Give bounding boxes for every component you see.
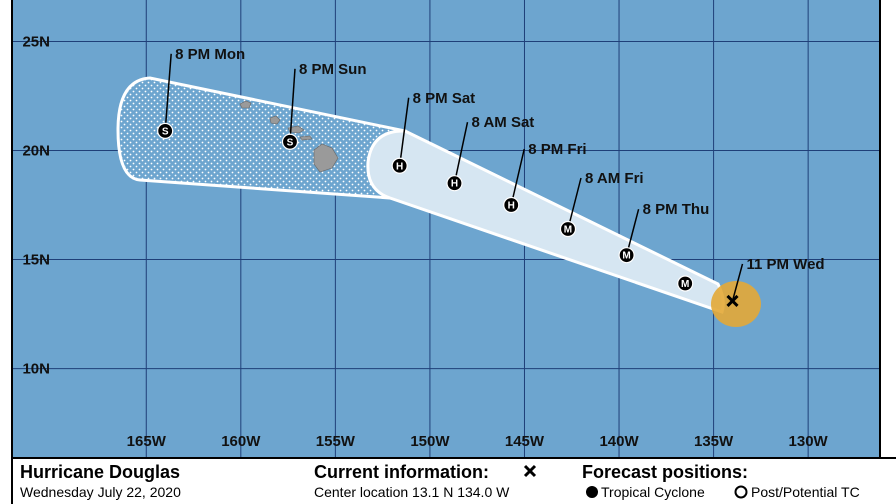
lon-label: 135W bbox=[694, 433, 734, 450]
legend-panel bbox=[13, 458, 896, 504]
forecast-label: 8 AM Sat bbox=[472, 114, 535, 131]
lon-label: 160W bbox=[221, 433, 261, 450]
forecast-label: 8 PM Mon bbox=[175, 46, 245, 63]
leader-line bbox=[731, 263, 744, 302]
leader-line bbox=[567, 177, 582, 230]
current-icon bbox=[523, 464, 537, 478]
forecast-symbol: M bbox=[681, 279, 689, 290]
leader-line bbox=[398, 97, 410, 166]
tropical-label: Tropical Cyclone bbox=[601, 484, 705, 500]
tropical-icon bbox=[586, 486, 598, 498]
leader-line bbox=[453, 122, 469, 184]
forecast-point bbox=[677, 275, 694, 292]
forecast-symbol: H bbox=[508, 201, 515, 212]
lon-label: 165W bbox=[127, 433, 167, 450]
current-title: Current information: bbox=[314, 462, 489, 482]
lon-label: 130W bbox=[789, 433, 829, 450]
forecast-point bbox=[559, 220, 577, 238]
forecast-label: 8 PM Fri bbox=[528, 141, 586, 158]
forecast-point bbox=[618, 247, 635, 264]
date: Wednesday July 22, 2020 bbox=[20, 484, 181, 500]
lat-label: 15N bbox=[22, 252, 50, 269]
leader-line bbox=[164, 53, 172, 131]
current-label: 11 PM Wed bbox=[746, 256, 824, 273]
storm-name: Hurricane Douglas bbox=[20, 462, 180, 482]
current-position bbox=[726, 294, 739, 308]
post-label: Post/Potential TC bbox=[751, 484, 860, 500]
forecast-symbol: S bbox=[162, 126, 169, 137]
lat-label: 25N bbox=[22, 33, 50, 50]
forecast-symbol: H bbox=[451, 179, 458, 190]
hawaii-islands bbox=[239, 100, 339, 173]
forecast-label: 8 PM Thu bbox=[643, 201, 710, 218]
forecast-point bbox=[391, 157, 408, 174]
leader-line bbox=[510, 148, 525, 206]
track: M 8 PM Thu M 8 AM Fri M 8 PM Fri H 8 AM Sat H 8 P… bbox=[157, 46, 825, 308]
cone-days-4-5 bbox=[116, 76, 407, 200]
forecast-point bbox=[281, 133, 299, 150]
forecast-label: 8 PM Sun bbox=[299, 61, 367, 78]
lat-label: 20N bbox=[22, 142, 50, 159]
lon-label: 150W bbox=[410, 433, 450, 450]
leader-line bbox=[289, 68, 296, 142]
lon-label: 140W bbox=[599, 433, 639, 450]
forecast-title: Forecast positions: bbox=[582, 462, 748, 482]
forecast-symbol: H bbox=[396, 161, 403, 172]
forecast-symbol: M bbox=[564, 225, 572, 236]
forecast-symbol: S bbox=[287, 137, 294, 148]
lon-label: 145W bbox=[505, 433, 545, 450]
lon-label: 155W bbox=[316, 433, 356, 450]
forecast-label: 8 PM Sat bbox=[413, 90, 476, 107]
post-icon bbox=[734, 485, 748, 499]
ocean bbox=[12, 0, 880, 458]
forecast-label: 8 AM Fri bbox=[585, 170, 644, 187]
lat-label: 10N bbox=[22, 361, 50, 378]
center-location: Center location 13.1 N 134.0 W bbox=[314, 484, 510, 500]
forecast-symbol: M bbox=[622, 251, 630, 262]
forecast-point bbox=[157, 122, 174, 139]
forecast-point bbox=[503, 196, 520, 214]
forecast-point bbox=[446, 175, 463, 192]
